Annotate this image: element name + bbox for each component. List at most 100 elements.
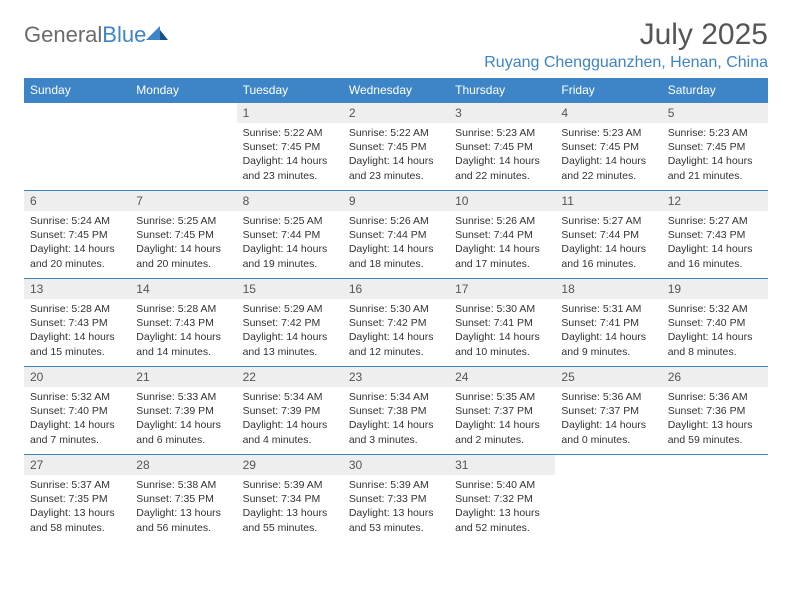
day-details: Sunrise: 5:30 AMSunset: 7:41 PMDaylight:… (449, 299, 555, 365)
sunrise-line: Sunrise: 5:22 AM (349, 126, 443, 140)
sunrise-line: Sunrise: 5:27 AM (668, 214, 762, 228)
sunset-line: Sunset: 7:45 PM (668, 140, 762, 154)
day-details: Sunrise: 5:38 AMSunset: 7:35 PMDaylight:… (130, 475, 236, 541)
day-details: Sunrise: 5:23 AMSunset: 7:45 PMDaylight:… (662, 123, 768, 189)
day-number: 26 (662, 366, 768, 387)
day-number: 31 (449, 454, 555, 475)
sunset-line: Sunset: 7:45 PM (561, 140, 655, 154)
calendar-day-cell: 15Sunrise: 5:29 AMSunset: 7:42 PMDayligh… (237, 278, 343, 366)
sunrise-line: Sunrise: 5:34 AM (243, 390, 337, 404)
daylight-line: Daylight: 14 hours and 20 minutes. (30, 242, 124, 270)
sunrise-line: Sunrise: 5:22 AM (243, 126, 337, 140)
day-details: Sunrise: 5:27 AMSunset: 7:43 PMDaylight:… (662, 211, 768, 277)
sunrise-line: Sunrise: 5:26 AM (349, 214, 443, 228)
sunrise-line: Sunrise: 5:36 AM (668, 390, 762, 404)
day-number: 8 (237, 190, 343, 211)
sunrise-line: Sunrise: 5:37 AM (30, 478, 124, 492)
brand-logo: GeneralBlue (24, 22, 168, 48)
sunrise-line: Sunrise: 5:29 AM (243, 302, 337, 316)
daylight-line: Daylight: 13 hours and 55 minutes. (243, 506, 337, 534)
daylight-line: Daylight: 14 hours and 23 minutes. (349, 154, 443, 182)
daylight-line: Daylight: 14 hours and 7 minutes. (30, 418, 124, 446)
sunset-line: Sunset: 7:39 PM (136, 404, 230, 418)
calendar-week-row: 27Sunrise: 5:37 AMSunset: 7:35 PMDayligh… (24, 454, 768, 542)
calendar-day-cell: 19Sunrise: 5:32 AMSunset: 7:40 PMDayligh… (662, 278, 768, 366)
day-details: Sunrise: 5:22 AMSunset: 7:45 PMDaylight:… (237, 123, 343, 189)
day-details: Sunrise: 5:33 AMSunset: 7:39 PMDaylight:… (130, 387, 236, 453)
sunset-line: Sunset: 7:45 PM (136, 228, 230, 242)
sunset-line: Sunset: 7:38 PM (349, 404, 443, 418)
calendar-day-cell: 11Sunrise: 5:27 AMSunset: 7:44 PMDayligh… (555, 190, 661, 278)
weekday-header: Sunday (24, 78, 130, 102)
daylight-line: Daylight: 14 hours and 17 minutes. (455, 242, 549, 270)
day-details: Sunrise: 5:31 AMSunset: 7:41 PMDaylight:… (555, 299, 661, 365)
calendar-day-cell: 26Sunrise: 5:36 AMSunset: 7:36 PMDayligh… (662, 366, 768, 454)
day-number: 4 (555, 102, 661, 123)
day-details: Sunrise: 5:32 AMSunset: 7:40 PMDaylight:… (662, 299, 768, 365)
sunrise-line: Sunrise: 5:32 AM (668, 302, 762, 316)
daylight-line: Daylight: 14 hours and 23 minutes. (243, 154, 337, 182)
calendar-day-cell: 7Sunrise: 5:25 AMSunset: 7:45 PMDaylight… (130, 190, 236, 278)
day-number: 5 (662, 102, 768, 123)
sunset-line: Sunset: 7:41 PM (455, 316, 549, 330)
day-number: 6 (24, 190, 130, 211)
sunset-line: Sunset: 7:42 PM (349, 316, 443, 330)
day-number: 29 (237, 454, 343, 475)
calendar-day-cell: 21Sunrise: 5:33 AMSunset: 7:39 PMDayligh… (130, 366, 236, 454)
day-details: Sunrise: 5:28 AMSunset: 7:43 PMDaylight:… (24, 299, 130, 365)
day-details: Sunrise: 5:39 AMSunset: 7:34 PMDaylight:… (237, 475, 343, 541)
calendar-day-cell: 4 Sunrise: 5:23 AMSunset: 7:45 PMDaylight… (555, 102, 661, 190)
brand-part2: Blue (102, 22, 146, 47)
daylight-line: Daylight: 13 hours and 53 minutes. (349, 506, 443, 534)
brand-text: GeneralBlue (24, 22, 146, 48)
sunset-line: Sunset: 7:40 PM (668, 316, 762, 330)
calendar-day-cell: 12Sunrise: 5:27 AMSunset: 7:43 PMDayligh… (662, 190, 768, 278)
sunrise-line: Sunrise: 5:30 AM (455, 302, 549, 316)
daylight-line: Daylight: 14 hours and 0 minutes. (561, 418, 655, 446)
day-number: 3 (449, 102, 555, 123)
brand-triangle-icon (146, 24, 168, 40)
day-number: 14 (130, 278, 236, 299)
calendar-body: 1Sunrise: 5:22 AMSunset: 7:45 PMDaylight… (24, 102, 768, 542)
header: GeneralBlue July 2025 Ruyang Chengguanzh… (24, 18, 768, 72)
calendar-day-cell: 27Sunrise: 5:37 AMSunset: 7:35 PMDayligh… (24, 454, 130, 542)
daylight-line: Daylight: 14 hours and 13 minutes. (243, 330, 337, 358)
sunset-line: Sunset: 7:35 PM (30, 492, 124, 506)
sunrise-line: Sunrise: 5:33 AM (136, 390, 230, 404)
daylight-line: Daylight: 14 hours and 22 minutes. (561, 154, 655, 182)
daylight-line: Daylight: 13 hours and 52 minutes. (455, 506, 549, 534)
day-number: 23 (343, 366, 449, 387)
sunrise-line: Sunrise: 5:23 AM (455, 126, 549, 140)
day-details: Sunrise: 5:22 AMSunset: 7:45 PMDaylight:… (343, 123, 449, 189)
daylight-line: Daylight: 14 hours and 4 minutes. (243, 418, 337, 446)
day-details: Sunrise: 5:24 AMSunset: 7:45 PMDaylight:… (24, 211, 130, 277)
daylight-line: Daylight: 14 hours and 22 minutes. (455, 154, 549, 182)
day-details: Sunrise: 5:30 AMSunset: 7:42 PMDaylight:… (343, 299, 449, 365)
calendar-day-cell: 28Sunrise: 5:38 AMSunset: 7:35 PMDayligh… (130, 454, 236, 542)
sunrise-line: Sunrise: 5:36 AM (561, 390, 655, 404)
day-number-empty (662, 454, 768, 475)
sunset-line: Sunset: 7:34 PM (243, 492, 337, 506)
sunset-line: Sunset: 7:43 PM (30, 316, 124, 330)
day-number: 27 (24, 454, 130, 475)
calendar-day-cell: 17Sunrise: 5:30 AMSunset: 7:41 PMDayligh… (449, 278, 555, 366)
calendar-week-row: 1Sunrise: 5:22 AMSunset: 7:45 PMDaylight… (24, 102, 768, 190)
sunset-line: Sunset: 7:44 PM (349, 228, 443, 242)
daylight-line: Daylight: 14 hours and 6 minutes. (136, 418, 230, 446)
sunrise-line: Sunrise: 5:25 AM (136, 214, 230, 228)
calendar-day-cell: 18Sunrise: 5:31 AMSunset: 7:41 PMDayligh… (555, 278, 661, 366)
day-details: Sunrise: 5:25 AMSunset: 7:45 PMDaylight:… (130, 211, 236, 277)
calendar-week-row: 6Sunrise: 5:24 AMSunset: 7:45 PMDaylight… (24, 190, 768, 278)
calendar-day-cell: 24Sunrise: 5:35 AMSunset: 7:37 PMDayligh… (449, 366, 555, 454)
sunset-line: Sunset: 7:43 PM (668, 228, 762, 242)
calendar-day-cell: 9Sunrise: 5:26 AMSunset: 7:44 PMDaylight… (343, 190, 449, 278)
day-number: 11 (555, 190, 661, 211)
page: GeneralBlue July 2025 Ruyang Chengguanzh… (0, 0, 792, 560)
daylight-line: Daylight: 13 hours and 56 minutes. (136, 506, 230, 534)
sunrise-line: Sunrise: 5:35 AM (455, 390, 549, 404)
sunrise-line: Sunrise: 5:23 AM (668, 126, 762, 140)
day-number: 25 (555, 366, 661, 387)
sunset-line: Sunset: 7:35 PM (136, 492, 230, 506)
sunset-line: Sunset: 7:43 PM (136, 316, 230, 330)
sunrise-line: Sunrise: 5:23 AM (561, 126, 655, 140)
